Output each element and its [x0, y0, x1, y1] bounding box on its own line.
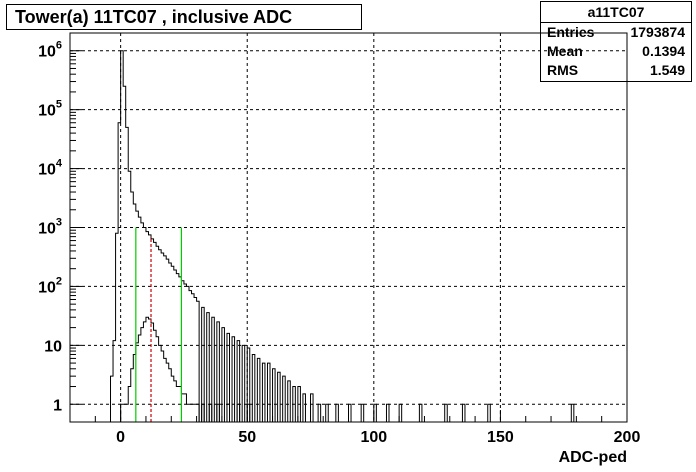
x-tick-label: 0: [116, 429, 125, 446]
grid: [70, 33, 628, 422]
y-tick-label: 105: [38, 99, 62, 120]
x-tick-label: 100: [360, 429, 387, 446]
y-tick-label: 106: [38, 40, 62, 61]
stats-row-rms: RMS 1.549: [541, 61, 691, 80]
chart-title: Tower(a) 11TC07 , inclusive ADC: [6, 4, 362, 30]
histogram-series-2: [120, 316, 251, 423]
stats-value: 1.549: [649, 62, 685, 78]
y-tick-label: 10: [44, 338, 62, 355]
y-tick-label: 103: [38, 217, 62, 238]
y-tick-label: 102: [38, 275, 62, 296]
stats-label: Entries: [547, 24, 595, 40]
x-tick-label: 150: [487, 429, 514, 446]
stats-value: 0.1394: [642, 43, 685, 59]
tick-labels: 0 50 100 150 200 1 10 102 103 104 105 106: [38, 40, 640, 446]
histogram-series: [110, 50, 575, 423]
stats-row-entries: Entries 1793874: [541, 23, 691, 42]
x-tick-label: 50: [238, 429, 256, 446]
y-tick-label: 1: [53, 397, 62, 414]
y-tick-label: 104: [38, 158, 63, 179]
axis-ticks: [70, 32, 628, 422]
histogram-series-1: [110, 50, 575, 423]
stats-label: RMS: [547, 62, 579, 78]
x-tick-label: 200: [614, 429, 641, 446]
stats-name: a11TC07: [541, 2, 691, 23]
x-axis-title: ADC-ped: [559, 449, 627, 466]
stats-box: a11TC07 Entries 1793874 Mean 0.1394 RMS …: [540, 1, 692, 82]
cut-markers: [135, 227, 182, 422]
stats-value: 1793874: [630, 24, 685, 40]
